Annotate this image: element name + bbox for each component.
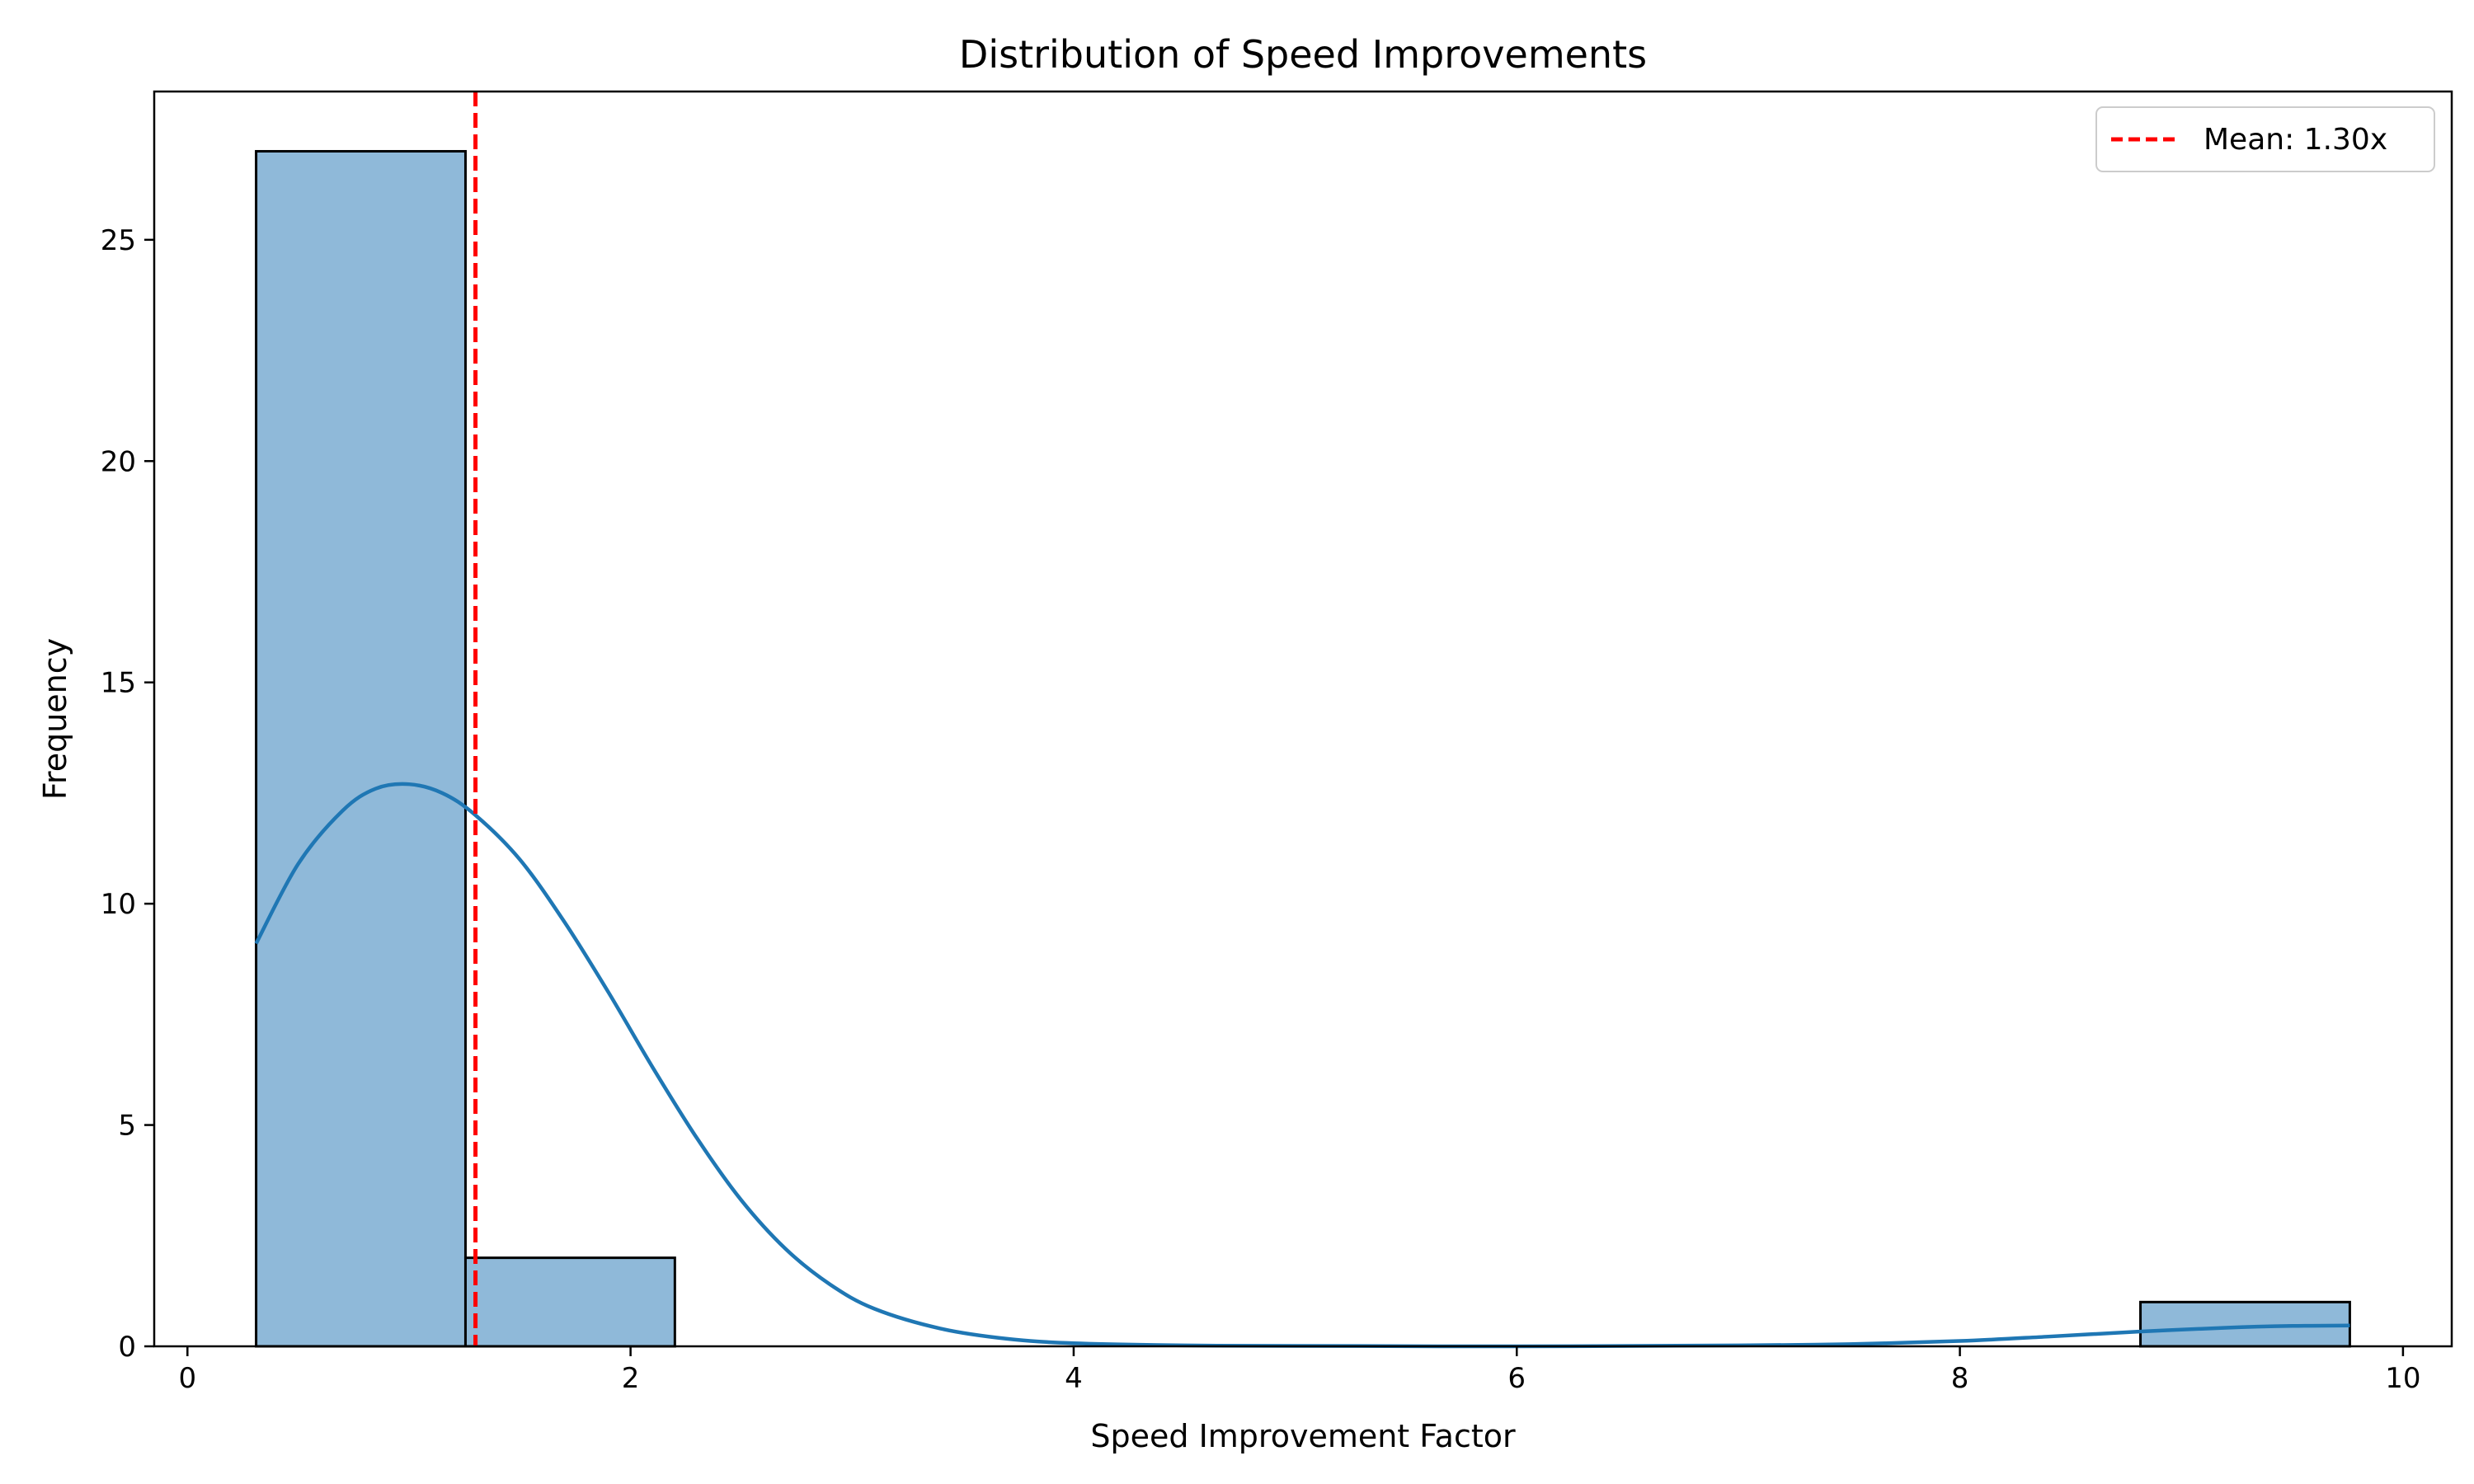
x-tick-label: 8 bbox=[1951, 1362, 1969, 1395]
y-tick-label: 25 bbox=[101, 224, 136, 257]
y-tick-label: 15 bbox=[101, 667, 136, 700]
legend: Mean: 1.30x bbox=[2095, 106, 2435, 172]
y-axis-ticks: 0 5 10 15 20 25 bbox=[101, 224, 154, 1364]
legend-mean-label: Mean: 1.30x bbox=[2204, 123, 2387, 157]
kde-group bbox=[254, 782, 2350, 1349]
x-tick-label: 4 bbox=[1065, 1362, 1083, 1395]
x-tick-label: 0 bbox=[178, 1362, 196, 1395]
x-axis-ticks: 0 2 4 6 8 10 bbox=[178, 1346, 2421, 1395]
y-tick-label: 0 bbox=[118, 1331, 136, 1364]
histogram-bar-0 bbox=[255, 149, 467, 1348]
y-tick-label: 10 bbox=[101, 888, 136, 921]
x-axis-label: Speed Improvement Factor bbox=[1090, 1418, 1516, 1454]
y-tick-label: 5 bbox=[118, 1110, 136, 1143]
x-tick-label: 10 bbox=[2385, 1362, 2420, 1395]
y-axis-label: Frequency bbox=[37, 638, 73, 800]
kde-curve bbox=[254, 782, 2350, 1349]
bars-group bbox=[255, 149, 2351, 1348]
x-tick-label: 2 bbox=[622, 1362, 640, 1395]
legend-box bbox=[2095, 106, 2435, 172]
x-tick-label: 6 bbox=[1507, 1362, 1526, 1395]
histogram-bar-1 bbox=[463, 1256, 676, 1348]
plot-frame bbox=[153, 90, 2453, 1348]
y-tick-label: 20 bbox=[101, 445, 136, 478]
chart-title: Distribution of Speed Improvements bbox=[959, 32, 1647, 77]
